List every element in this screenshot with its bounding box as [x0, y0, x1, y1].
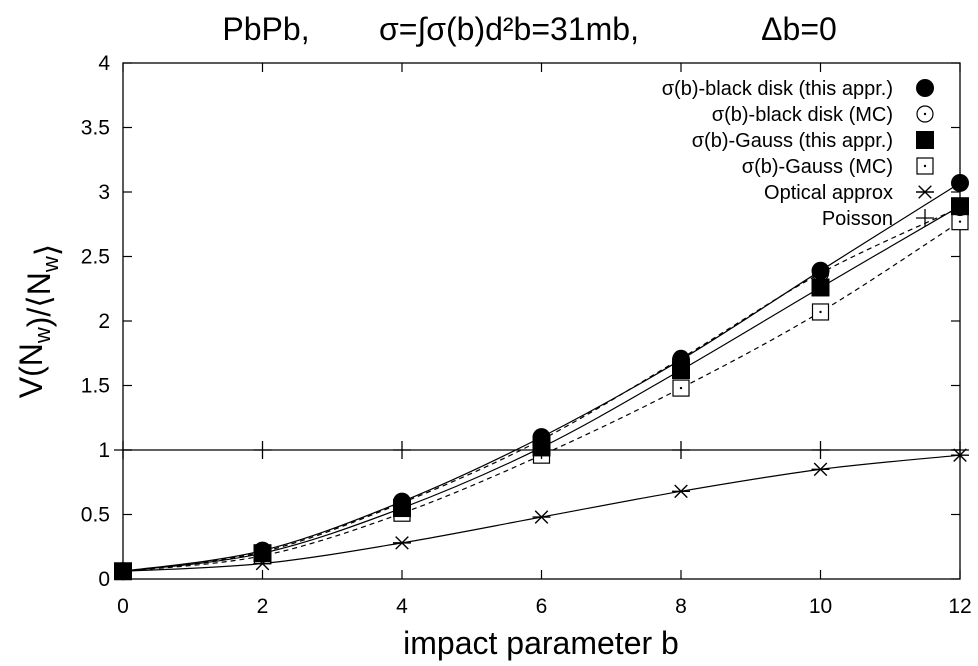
- legend-symbol: [916, 79, 934, 97]
- data-point: [253, 441, 272, 459]
- data-point: [672, 350, 690, 369]
- title-part: PbPb,: [222, 11, 309, 47]
- y-tick-label: 0: [98, 568, 110, 591]
- data-point: [393, 441, 411, 459]
- x-tick-label: 8: [675, 595, 687, 618]
- legend-symbol: [916, 185, 934, 199]
- data-point: [811, 441, 830, 459]
- y-axis-label: V(Nw)/⟨Nw⟩: [13, 244, 65, 399]
- data-point: [951, 197, 969, 216]
- x-tick-label: 2: [257, 595, 269, 618]
- legend-symbol: [916, 105, 934, 123]
- data-point: [532, 428, 551, 447]
- y-tick-label: 2.5: [81, 246, 110, 269]
- x-tick-label: 6: [536, 595, 548, 618]
- legend-symbol: [916, 209, 934, 227]
- legend-label: Optical approx: [764, 182, 893, 204]
- series-line-3: [122, 221, 961, 572]
- data-point: [811, 303, 830, 321]
- x-tick-label: 10: [809, 595, 832, 618]
- data-point: [672, 441, 690, 459]
- y-tick-label: 3: [98, 181, 110, 204]
- y-tick-label: 2: [98, 310, 110, 333]
- x-tick-label: 12: [948, 595, 971, 618]
- y-tick-label: 1: [98, 439, 110, 462]
- series-line-0: [122, 182, 961, 572]
- data-point: [811, 261, 830, 280]
- legend-label: σ(b)-Gauss (this appr.): [692, 130, 893, 152]
- data-point: [393, 492, 411, 511]
- legend-symbol: [916, 131, 934, 149]
- legend-label: σ(b)-Gauss (MC): [742, 156, 893, 178]
- legend-label: σ(b)-black disk (MC): [712, 104, 893, 126]
- data-point: [672, 484, 690, 499]
- y-axis-ticks: 0 0.5 1 1.5 2 2.5 3 3.5 4: [81, 52, 960, 591]
- data-point: [811, 462, 830, 477]
- data-point: [393, 536, 411, 550]
- legend-label: Poisson: [822, 208, 893, 230]
- legend-symbol: [916, 157, 934, 175]
- legend-label: σ(b)-black disk (this appr.): [662, 78, 893, 100]
- legend: σ(b)-black disk (this appr.) σ(b)-black d…: [662, 78, 934, 230]
- chart-title: PbPb, σ=∫σ(b)d²b=31mb, Δb=0: [222, 11, 836, 47]
- data-point: [672, 379, 690, 397]
- x-axis-ticks: 0 2 4 6 8 10 12: [117, 63, 972, 618]
- series-markers: [114, 173, 969, 581]
- series-lines: [122, 182, 961, 572]
- y-axis-label-text: V(Nw)/⟨Nw⟩: [13, 244, 65, 399]
- y-tick-label: 4: [98, 52, 110, 75]
- data-point: [811, 278, 830, 297]
- data-point: [951, 448, 969, 462]
- x-tick-label: 0: [117, 595, 129, 618]
- y-tick-label: 0.5: [81, 504, 110, 527]
- x-axis-label: impact parameter b: [403, 625, 679, 661]
- title-part: Δb=0: [761, 11, 837, 47]
- data-point: [951, 173, 969, 192]
- y-tick-label: 1.5: [81, 375, 110, 398]
- x-tick-label: 4: [396, 595, 408, 618]
- y-tick-label: 3.5: [81, 117, 110, 140]
- title-part: σ=∫σ(b)d²b=31mb,: [379, 11, 639, 47]
- data-point: [253, 541, 272, 560]
- data-point: [532, 510, 551, 524]
